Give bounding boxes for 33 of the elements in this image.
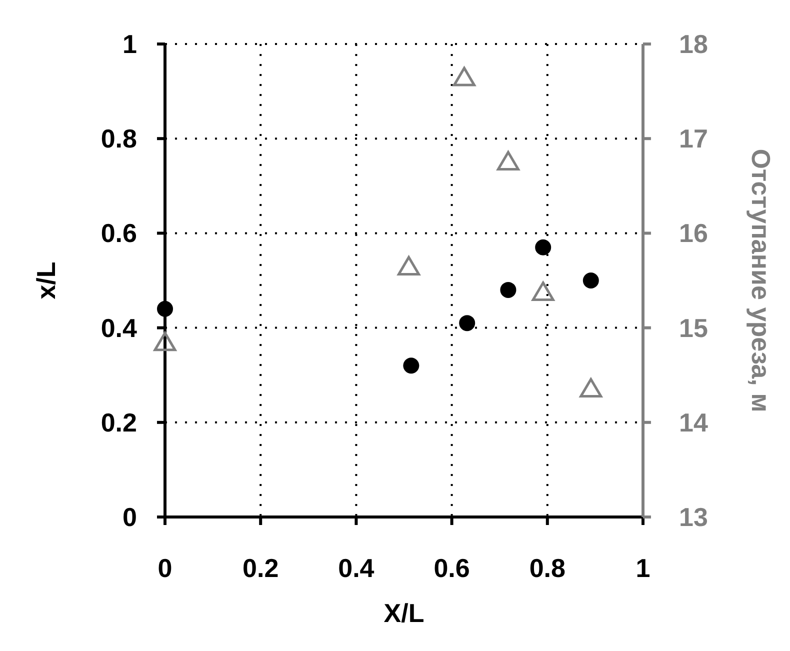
y2-tick-label: 17 — [679, 124, 708, 154]
y-tick-label: 0 — [122, 502, 137, 532]
x-tick-label: 0 — [158, 553, 172, 583]
point — [500, 282, 516, 298]
x-tick-label: 0.2 — [242, 553, 279, 583]
point — [580, 378, 602, 398]
x-tick-label: 0.4 — [338, 553, 375, 583]
y2-tick-label: 18 — [679, 29, 708, 59]
point — [398, 256, 420, 276]
y2-tick-label: 14 — [679, 407, 708, 438]
point — [452, 66, 476, 86]
y-tick-label: 1 — [122, 29, 137, 59]
y-tick-label: 0.2 — [100, 407, 137, 438]
point — [459, 315, 476, 332]
y2-tick-label: 13 — [679, 502, 708, 532]
y-axis-title: x/L — [31, 262, 61, 300]
y2-axis-title: Отступание уреза, м — [746, 148, 776, 412]
point — [582, 272, 599, 288]
x-tick-label: 0.8 — [529, 553, 566, 583]
x-tick-label: 0.6 — [434, 553, 470, 583]
point — [403, 358, 420, 374]
point — [535, 239, 552, 256]
x-axis-title: X/L — [384, 598, 424, 628]
point — [154, 332, 176, 352]
y-tick-label: 0.4 — [100, 312, 138, 343]
point — [532, 282, 554, 302]
y-tick-label: 0.6 — [100, 218, 137, 248]
point — [496, 151, 520, 170]
y2-tick-label: 15 — [679, 312, 708, 343]
y-tick-label: 0.8 — [100, 124, 137, 154]
y2-tick-label: 16 — [679, 218, 708, 248]
point — [157, 300, 173, 317]
x-tick-label: 1 — [636, 553, 650, 583]
